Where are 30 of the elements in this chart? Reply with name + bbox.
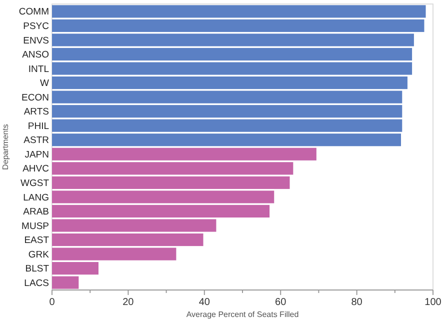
x-tick-label: 40 <box>198 297 210 308</box>
bar <box>52 5 426 18</box>
y-tick-label: INTL <box>28 64 49 75</box>
x-tick-label: 20 <box>122 297 134 308</box>
y-tick-label: LANG <box>23 192 49 204</box>
y-tick-label: ASTR <box>24 135 50 146</box>
y-tick-label: PHIL <box>28 120 49 132</box>
x-tick-label: 0 <box>49 297 56 308</box>
y-tick-label: ENVS <box>23 35 49 46</box>
y-tick-label: PSYC <box>23 21 50 32</box>
y-tick-label: ECON <box>22 92 50 104</box>
y-tick-label: ARTS <box>24 106 49 118</box>
y-tick-label: W <box>40 78 50 90</box>
y-axis-title: Departments <box>1 124 10 170</box>
y-tick-label: AHVC <box>22 164 50 175</box>
y-tick-label: MUSP <box>22 220 49 232</box>
y-tick-label: COMM <box>18 6 50 18</box>
y-tick-label: EAST <box>24 235 50 246</box>
y-tick-label: WGST <box>20 178 50 190</box>
y-tick-label: ANSO <box>22 50 49 61</box>
x-tick-label: 60 <box>275 297 287 308</box>
y-tick-label: BLST <box>25 264 50 275</box>
x-tick-label: 80 <box>351 297 363 308</box>
y-tick-label: LACS <box>24 278 49 289</box>
x-tick-label: 100 <box>424 297 442 308</box>
y-tick-label: JAPN <box>24 149 50 160</box>
y-tick-label: ARAB <box>23 206 49 218</box>
bar <box>52 276 79 289</box>
y-tick-label: GRK <box>28 249 50 260</box>
x-axis-title: Average Percent of Seats Filled <box>186 310 299 319</box>
